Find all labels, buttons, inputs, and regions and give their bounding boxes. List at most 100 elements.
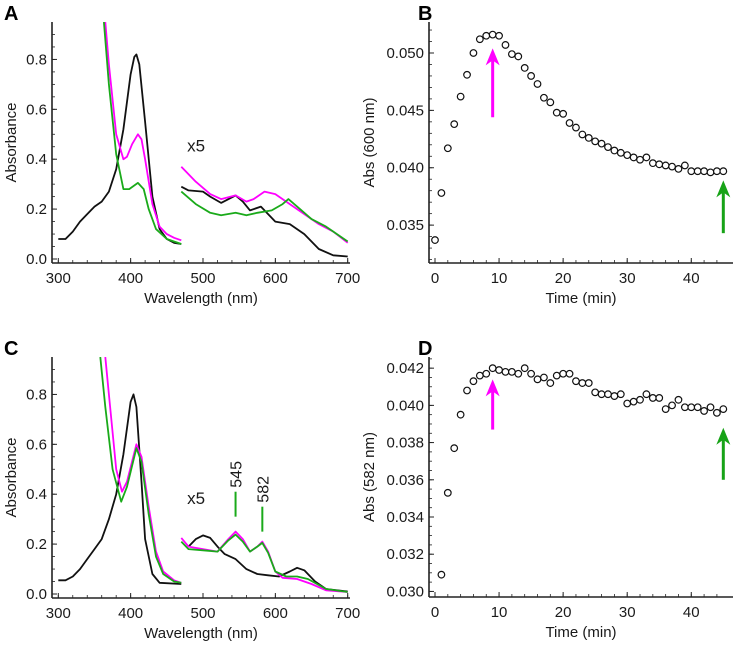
data-point bbox=[700, 167, 708, 176]
data-point bbox=[642, 390, 651, 399]
y-tick-label: 0.6 bbox=[26, 101, 47, 118]
x-tick-label: 400 bbox=[118, 270, 143, 287]
spectrum-line-green bbox=[99, 357, 182, 584]
panel-label: A bbox=[4, 3, 18, 25]
data-point bbox=[546, 98, 555, 107]
spectrum-line-magenta bbox=[180, 166, 349, 244]
y-tick-label: 0.2 bbox=[26, 536, 47, 553]
data-point bbox=[475, 371, 484, 380]
y-tick-label: 0.040 bbox=[386, 160, 424, 177]
data-point bbox=[597, 139, 606, 148]
arrow-green_arrow-head bbox=[716, 180, 731, 198]
data-point bbox=[591, 388, 600, 397]
data-point bbox=[604, 143, 612, 151]
data-point bbox=[482, 31, 491, 40]
data-point bbox=[501, 41, 510, 49]
data-point bbox=[636, 395, 644, 404]
scale-annotation: x5 bbox=[187, 137, 205, 156]
scale-annotation: x5 bbox=[187, 489, 205, 508]
x-axis-label: Time (min) bbox=[545, 290, 616, 307]
y-tick-label: 0.050 bbox=[386, 45, 424, 62]
data-point bbox=[610, 392, 619, 400]
data-point bbox=[456, 410, 465, 419]
chart-panel-a: A 300 400 500 600 700 0.0 0.2 0.4 0.6 0.8 Wavelengt… bbox=[3, 3, 360, 307]
y-tick-label: 0.6 bbox=[26, 436, 47, 453]
spectrum-line-black bbox=[187, 534, 348, 593]
data-point bbox=[437, 570, 446, 579]
data-point bbox=[463, 386, 471, 395]
chart-panel-c: C 300 400 500 600 700 0.0 0.2 0.4 0.6 0.8 Wavelengt… bbox=[3, 338, 360, 642]
arrow-green_arrow-head bbox=[716, 427, 731, 445]
data-point bbox=[616, 390, 625, 399]
data-point bbox=[584, 379, 593, 387]
data-point bbox=[456, 92, 465, 101]
x-tick-label: 0 bbox=[431, 604, 439, 621]
data-point bbox=[495, 31, 503, 40]
y-tick-label: 0.0 bbox=[26, 586, 47, 603]
data-point bbox=[693, 403, 702, 412]
data-point bbox=[687, 403, 696, 412]
data-point bbox=[572, 377, 580, 386]
data-point bbox=[431, 236, 439, 244]
y-tick-label: 0.034 bbox=[386, 509, 424, 526]
x-tick-label: 30 bbox=[619, 604, 636, 621]
data-point bbox=[520, 64, 529, 72]
arrow-magenta-head bbox=[485, 379, 500, 397]
data-point bbox=[584, 134, 593, 142]
data-point bbox=[540, 373, 548, 382]
y-tick-label: 0.8 bbox=[26, 386, 47, 403]
spectrum-line-magenta bbox=[180, 530, 348, 593]
x-tick-label: 300 bbox=[46, 270, 71, 287]
data-point bbox=[629, 397, 638, 406]
x-tick-label: 10 bbox=[491, 604, 508, 621]
x-tick-label: 500 bbox=[190, 605, 215, 622]
y-tick-label: 0.2 bbox=[26, 201, 47, 218]
x-tick-label: 700 bbox=[335, 605, 360, 622]
y-axis-label: Abs (582 nm) bbox=[361, 432, 378, 522]
chart-panel-d: D 0 10 20 30 40 0.030 0.032 0.034 0.036 0.038 0.040… bbox=[361, 338, 733, 641]
data-point bbox=[578, 379, 587, 387]
panel-label: D bbox=[418, 338, 432, 360]
spectrum-line-green bbox=[180, 190, 349, 243]
data-point bbox=[488, 30, 497, 39]
x-axis-label: Wavelength (nm) bbox=[144, 290, 258, 307]
y-axis-label: Absorbance bbox=[3, 437, 20, 517]
data-point bbox=[648, 159, 657, 168]
data-point bbox=[700, 407, 708, 415]
data-point bbox=[623, 151, 632, 160]
data-point bbox=[507, 50, 516, 59]
data-point bbox=[527, 72, 536, 80]
data-point bbox=[533, 375, 542, 384]
spectrum-line-green bbox=[103, 22, 182, 245]
x-tick-label: 40 bbox=[683, 270, 700, 287]
spectrum-line-black bbox=[180, 185, 348, 258]
peak-marker-label: 582 bbox=[255, 476, 272, 503]
data-point bbox=[475, 35, 484, 44]
data-point bbox=[482, 369, 491, 378]
arrow-magenta-head bbox=[485, 48, 500, 66]
data-point bbox=[578, 130, 587, 139]
data-point bbox=[655, 160, 664, 169]
spectrum-line-black bbox=[58, 393, 182, 585]
data-point bbox=[636, 155, 644, 164]
data-point bbox=[514, 52, 523, 61]
data-point bbox=[559, 369, 568, 378]
data-point bbox=[680, 403, 689, 412]
x-tick-label: 700 bbox=[335, 270, 360, 287]
x-tick-label: 600 bbox=[263, 270, 288, 287]
x-tick-label: 400 bbox=[118, 605, 143, 622]
spectrum-line-green bbox=[180, 533, 348, 593]
data-point bbox=[495, 366, 503, 374]
x-tick-label: 500 bbox=[190, 270, 215, 287]
y-tick-label: 0.4 bbox=[26, 151, 47, 168]
data-point bbox=[687, 167, 696, 176]
data-point bbox=[450, 444, 459, 453]
data-point bbox=[527, 369, 536, 378]
data-point bbox=[668, 162, 676, 171]
y-tick-label: 0.0 bbox=[26, 251, 47, 268]
data-point bbox=[469, 49, 478, 57]
data-point bbox=[604, 390, 612, 399]
data-point bbox=[572, 123, 580, 132]
x-tick-label: 30 bbox=[619, 270, 636, 287]
y-tick-label: 0.040 bbox=[386, 397, 424, 414]
